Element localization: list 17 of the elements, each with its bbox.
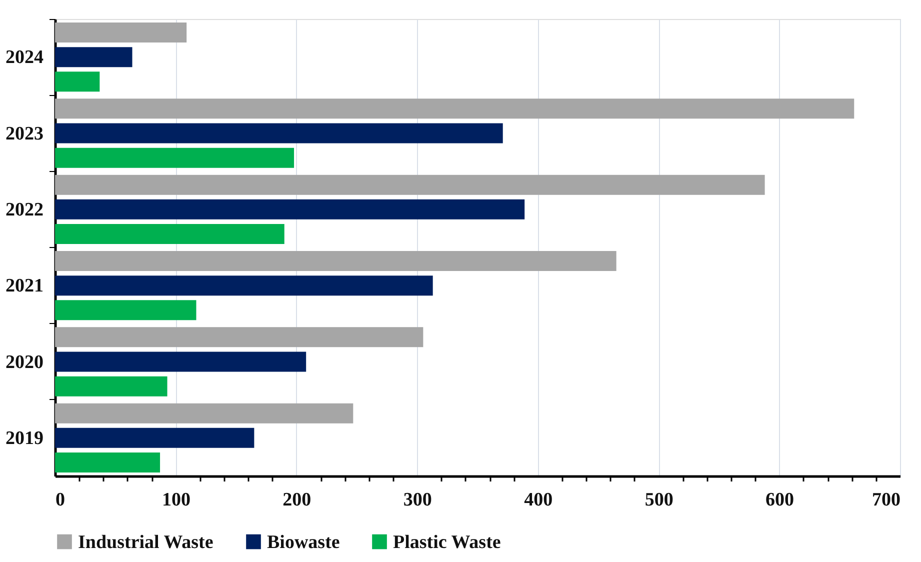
y-tick-label: 2024	[6, 47, 44, 68]
x-tick-label: 600	[766, 490, 794, 510]
legend-label: Biowaste	[267, 532, 340, 553]
x-tick-label: 700	[872, 490, 900, 510]
x-tick-label: 300	[403, 490, 432, 510]
y-tick-label: 2022	[6, 199, 44, 220]
x-tick-label: 500	[644, 490, 674, 510]
y-tick-label: 2020	[6, 352, 44, 373]
x-tick-label: 400	[524, 490, 553, 510]
y-tick-label: 2019	[6, 428, 44, 449]
x-tick-label: 200	[282, 490, 312, 510]
x-tick-label: 100	[162, 490, 190, 510]
x-tick-label: 0	[56, 490, 65, 510]
y-tick-label: 2023	[6, 123, 44, 144]
legend-label: Plastic Waste	[393, 532, 501, 553]
y-tick-label: 2021	[6, 276, 44, 297]
legend-label: Industrial Waste	[78, 532, 214, 553]
